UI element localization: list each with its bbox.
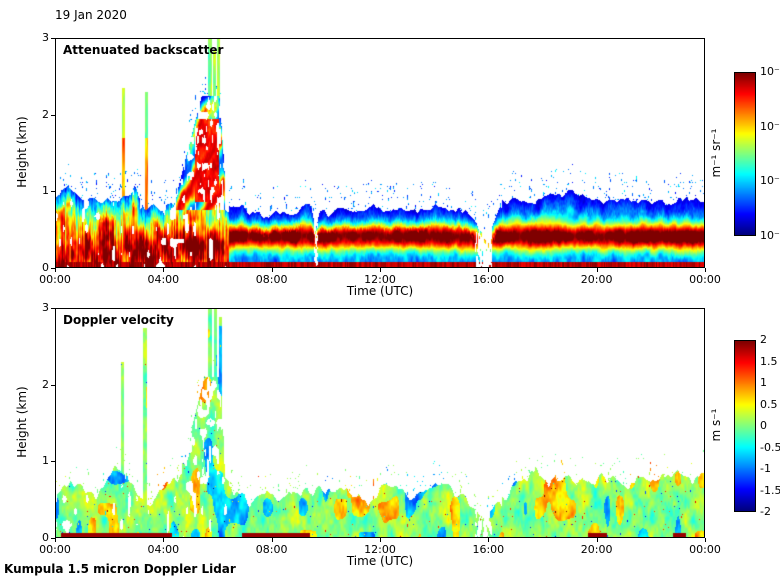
x-tick-label: 04:00: [147, 543, 180, 556]
x-tick-mark: [488, 538, 490, 542]
colorbar-tick-label: 10⁻⁵: [760, 119, 780, 133]
velocity-colorbar: [734, 340, 756, 512]
backscatter-panel-title: Attenuated backscatter: [63, 43, 224, 57]
velocity-colorbar-gradient: [735, 341, 755, 511]
x-tick-label: 20:00: [580, 273, 613, 286]
velocity-xlabel: Time (UTC): [346, 554, 414, 568]
backscatter-xlabel: Time (UTC): [346, 284, 414, 298]
colorbar-tick-label: -2: [760, 505, 771, 518]
backscatter-heatmap-canvas: [56, 39, 704, 267]
x-tick-mark: [55, 538, 56, 542]
y-tick-mark: [51, 538, 55, 539]
x-tick-mark: [380, 268, 381, 272]
colorbar-tick-label: 1: [760, 376, 767, 389]
colorbar-tick-label: -0.5: [760, 440, 780, 454]
x-tick-mark: [55, 268, 56, 272]
x-tick-label: 00:00: [39, 273, 71, 286]
colorbar-tick-label: 0: [760, 419, 767, 432]
colorbar-tick-label: 2: [760, 333, 767, 346]
velocity-panel: Doppler velocity: [55, 308, 705, 538]
backscatter-colorbar-gradient: [735, 73, 755, 235]
colorbar-tick-label: -1.5: [760, 483, 780, 497]
x-tick-mark: [488, 268, 490, 272]
x-tick-mark: [163, 268, 165, 272]
colorbar-tick-label: 1.5: [760, 354, 778, 368]
backscatter-colorbar: [734, 72, 756, 236]
x-tick-mark: [705, 538, 706, 542]
date-title: 19 Jan 2020: [55, 8, 127, 22]
colorbar-tick-label: -1: [760, 462, 771, 475]
y-tick-mark: [51, 268, 55, 269]
y-tick-label: 0: [42, 531, 49, 544]
x-tick-label: 00:00: [689, 543, 721, 556]
x-tick-label: 00:00: [689, 273, 721, 286]
velocity-heatmap-canvas: [56, 309, 704, 537]
backscatter-ylabel: Height (km): [15, 116, 29, 188]
x-tick-mark: [271, 268, 273, 272]
instrument-label: Kumpula 1.5 micron Doppler Lidar: [4, 562, 236, 576]
y-tick-label: 3: [42, 301, 49, 314]
x-tick-mark: [271, 538, 273, 542]
backscatter-colorbar-unit: m⁻¹ sr⁻¹: [709, 128, 723, 178]
velocity-panel-title: Doppler velocity: [63, 313, 174, 327]
x-tick-mark: [380, 538, 381, 542]
y-tick-label: 0: [42, 261, 49, 274]
velocity-ylabel: Height (km): [15, 386, 29, 458]
x-tick-mark: [705, 268, 706, 272]
y-tick-label: 3: [42, 31, 49, 44]
x-tick-label: 00:00: [39, 543, 71, 556]
x-tick-label: 20:00: [580, 543, 613, 556]
x-tick-mark: [596, 538, 598, 542]
colorbar-tick-label: 10⁻⁴: [760, 65, 780, 78]
velocity-colorbar-unit: m s⁻¹: [709, 408, 723, 442]
x-tick-label: 04:00: [147, 273, 180, 286]
colorbar-tick-label: 10⁻⁶: [760, 174, 780, 188]
x-tick-mark: [596, 268, 598, 272]
backscatter-panel: Attenuated backscatter: [55, 38, 705, 268]
x-tick-mark: [163, 538, 165, 542]
colorbar-tick-label: 10⁻⁷: [760, 229, 780, 242]
colorbar-tick-label: 0.5: [760, 397, 778, 411]
